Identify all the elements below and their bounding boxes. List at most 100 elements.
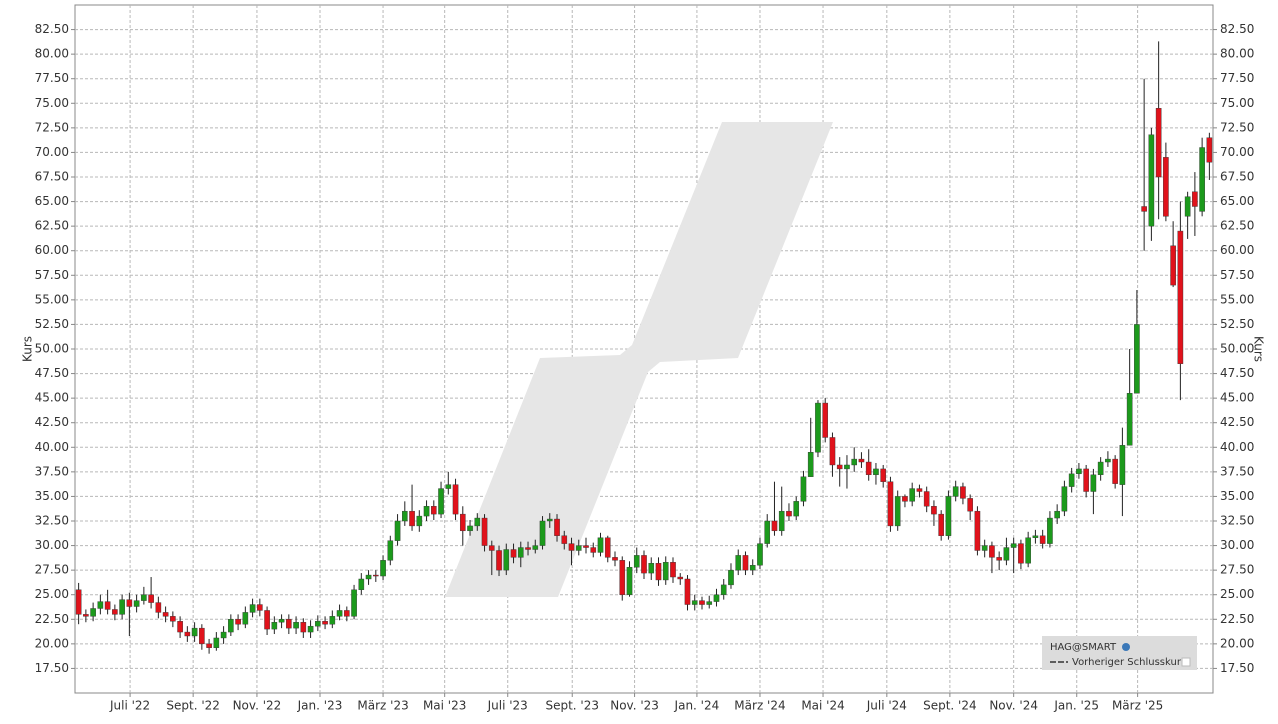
y2-tick-label: 27.50 (1220, 563, 1254, 577)
candle-body (575, 545, 582, 551)
candle-body (380, 560, 386, 577)
y-tick-label: 17.50 (35, 661, 69, 675)
candle-body (430, 506, 437, 515)
candle-body (402, 510, 408, 522)
candle-body (728, 569, 734, 586)
candle-body (561, 535, 568, 544)
candle-body (83, 614, 89, 617)
candle-body (1061, 486, 1068, 512)
candle-body (989, 545, 995, 558)
candle-body (887, 481, 894, 527)
y2-tick-label: 55.00 (1220, 292, 1254, 306)
y-tick-label: 37.50 (35, 464, 69, 478)
candle-body (329, 616, 336, 625)
candle-body (670, 562, 676, 578)
candle-body (851, 458, 858, 466)
y2-tick-label: 52.50 (1220, 317, 1254, 331)
candle-body (691, 600, 698, 605)
y-tick-label: 32.50 (35, 514, 69, 528)
x-tick-label: Nov. '23 (610, 699, 659, 713)
candle-body (336, 610, 343, 617)
x-tick-label: Jan. '23 (297, 699, 343, 713)
candle-body (119, 599, 125, 615)
candle-body (148, 594, 154, 603)
x-tick-label: Jan. '25 (1053, 699, 1099, 713)
candle-body (648, 563, 655, 574)
candle-body (923, 491, 930, 507)
candle-body (1083, 468, 1089, 492)
candle-body (423, 506, 430, 517)
candle-body (1068, 473, 1075, 487)
candle-body (655, 563, 662, 581)
x-tick-label: Juli '22 (109, 699, 150, 713)
legend-checkbox[interactable] (1181, 657, 1191, 667)
candle-body (510, 549, 517, 558)
y-tick-label: 82.50 (35, 22, 69, 36)
candle-body (300, 622, 307, 633)
y2-axis-label: Kurs (1252, 336, 1266, 362)
candle-body (75, 589, 82, 615)
candle-body (981, 545, 988, 551)
y2-tick-label: 47.50 (1220, 366, 1254, 380)
candle-body (90, 608, 96, 617)
candle-body (1141, 206, 1147, 212)
candle-body (1163, 157, 1169, 217)
y2-tick-label: 37.50 (1220, 464, 1254, 478)
candle-body (1003, 547, 1010, 561)
y2-tick-label: 45.00 (1220, 391, 1254, 405)
y-tick-label: 57.50 (35, 268, 69, 282)
y2-tick-label: 30.00 (1220, 538, 1254, 552)
y2-tick-label: 35.00 (1220, 489, 1254, 503)
candle-body (880, 468, 886, 482)
x-tick-label: Jan. '24 (674, 699, 720, 713)
candle-body (749, 565, 756, 571)
y-tick-label: 40.00 (35, 440, 69, 454)
x-tick-label: März '24 (734, 699, 785, 713)
candle-body (1126, 393, 1133, 446)
candle-body (184, 631, 191, 637)
candle-body (945, 496, 952, 536)
candle-body (416, 515, 423, 527)
y-tick-label: 45.00 (35, 391, 69, 405)
y2-tick-label: 82.50 (1220, 22, 1254, 36)
x-tick-label: Sept. '23 (545, 699, 599, 713)
candle-body (1184, 196, 1191, 217)
candle-body (344, 610, 350, 617)
candle-body (177, 621, 183, 633)
y2-tick-label: 77.50 (1220, 71, 1254, 85)
y-axis-label: Kurs (21, 336, 35, 362)
y-tick-label: 72.50 (35, 120, 69, 134)
candle-body (141, 594, 147, 601)
y-tick-label: 55.00 (35, 292, 69, 306)
x-tick-label: Mai '23 (423, 699, 466, 713)
candle-body (452, 484, 459, 515)
candle-body (293, 622, 299, 629)
candle-body (488, 545, 495, 551)
candle-body (242, 612, 249, 625)
candle-body (445, 484, 452, 489)
candle-body (1177, 230, 1184, 364)
candle-body (474, 517, 481, 527)
y2-tick-label: 22.50 (1220, 612, 1254, 626)
y-tick-label: 35.00 (35, 489, 69, 503)
candle-body (1119, 445, 1126, 485)
y-tick-label: 50.00 (35, 342, 69, 356)
y-tick-label: 60.00 (35, 243, 69, 257)
candle-body (1039, 535, 1046, 544)
candle-body (467, 525, 473, 532)
candle-body (771, 520, 778, 532)
candle-body (235, 619, 241, 625)
candle-body (271, 622, 278, 630)
candle-body (228, 619, 234, 633)
grid (71, 5, 1217, 697)
candle-body (633, 555, 640, 568)
candle-body (278, 619, 285, 623)
candle-body (597, 537, 604, 553)
candle-body (126, 599, 133, 607)
candle-body (351, 589, 357, 617)
candle-body (481, 517, 488, 546)
candle-body (525, 547, 531, 550)
y-tick-label: 75.00 (35, 96, 69, 110)
candle-body (967, 498, 973, 512)
y2-tick-label: 50.00 (1220, 342, 1254, 356)
